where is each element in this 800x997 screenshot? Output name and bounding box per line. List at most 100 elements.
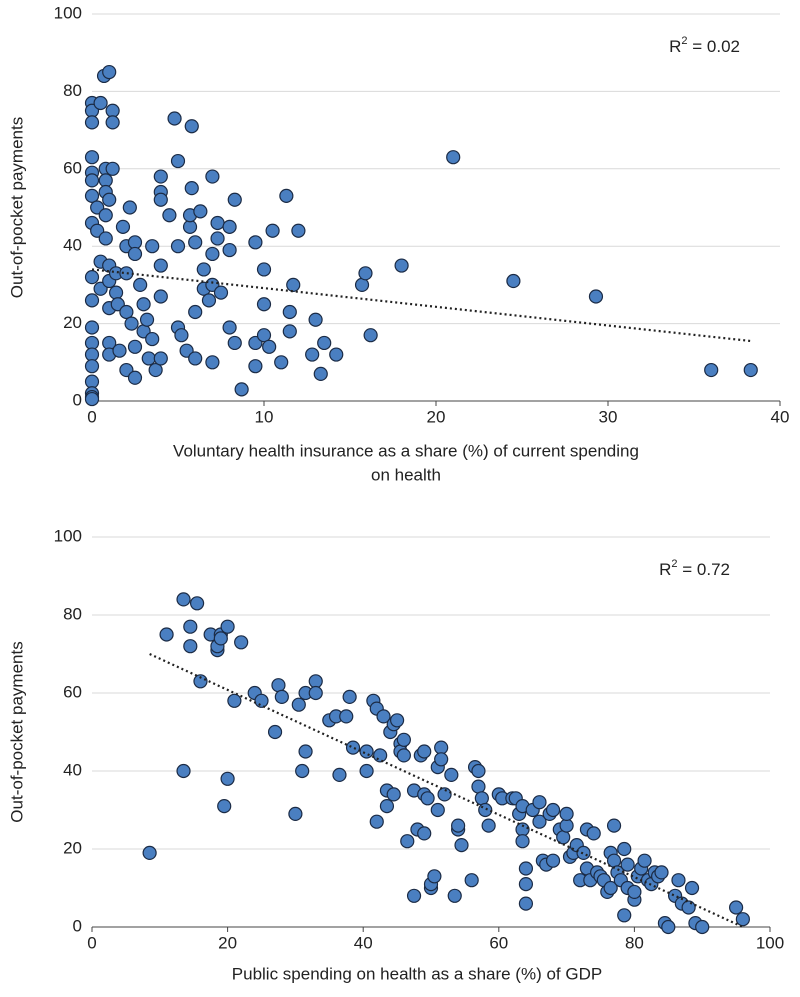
data-point: [313, 366, 328, 382]
data-point: [545, 853, 561, 868]
data-point: [420, 791, 435, 806]
data-point: [201, 293, 217, 308]
data-point: [84, 359, 100, 374]
data-point: [189, 596, 205, 611]
data-point: [102, 192, 117, 207]
data-point: [363, 328, 378, 343]
data-point: [576, 845, 591, 861]
data-point: [474, 791, 489, 806]
data-point: [267, 724, 283, 740]
data-point: [84, 188, 100, 203]
data-point: [481, 818, 496, 833]
data-point: [627, 884, 642, 900]
data-point: [451, 818, 466, 833]
data-point: [654, 865, 669, 880]
data-point: [427, 869, 442, 884]
data-point: [84, 293, 100, 308]
data-point: [444, 767, 459, 783]
data-point: [153, 258, 168, 273]
data-point: [518, 896, 534, 911]
data-point: [358, 266, 373, 281]
data-point: [159, 627, 174, 642]
data-point: [183, 619, 198, 634]
data-point: [234, 382, 249, 397]
data-point: [434, 752, 449, 767]
x-tick-label: 10: [255, 407, 274, 426]
data-point: [588, 289, 604, 304]
data-point: [271, 678, 286, 693]
data-point: [586, 826, 601, 841]
x-axis-label: Voluntary health insurance as a share (%…: [173, 441, 639, 460]
data-point: [188, 304, 203, 320]
data-point: [345, 740, 361, 755]
y-tick-label: 60: [63, 682, 82, 701]
data-point: [464, 873, 479, 888]
r-squared-sup: 2: [681, 35, 687, 47]
data-point: [400, 834, 415, 849]
data-point: [606, 818, 622, 833]
x-tick-label: 100: [756, 933, 784, 952]
data-point: [661, 919, 676, 935]
data-point: [142, 845, 157, 861]
data-point: [84, 115, 100, 130]
x-tick-label: 20: [427, 407, 446, 426]
data-point: [170, 239, 186, 254]
y-tick-label: 80: [63, 81, 82, 100]
data-point: [119, 304, 134, 320]
data-point: [248, 235, 263, 250]
trend-line: [91, 268, 751, 343]
data-point: [518, 861, 534, 876]
data-point: [437, 787, 452, 802]
r-squared: R2 = 0.72: [659, 558, 730, 580]
data-point: [234, 635, 249, 650]
y-axis-label: Out-of-pocket payments: [7, 641, 26, 822]
data-point: [394, 258, 409, 273]
data-point: [145, 239, 160, 254]
y-tick-label: 60: [63, 158, 82, 177]
trend-line: [149, 653, 744, 928]
x-tick-label: 0: [87, 933, 96, 952]
data-point: [369, 814, 384, 829]
data-point: [248, 359, 263, 374]
data-point: [193, 204, 208, 219]
data-point: [167, 111, 182, 126]
data-point: [291, 223, 306, 238]
data-point: [183, 639, 198, 654]
data-point: [671, 873, 686, 888]
data-point: [603, 880, 618, 896]
data-point: [559, 806, 574, 822]
data-point: [454, 837, 469, 853]
data-point: [227, 335, 242, 351]
data-point: [308, 312, 323, 327]
data-point: [170, 153, 186, 169]
data-point: [274, 355, 289, 370]
data-point: [162, 208, 177, 223]
data-point: [98, 231, 113, 246]
data-point: [174, 328, 189, 343]
data-point: [217, 798, 232, 814]
data-point: [446, 150, 461, 165]
data-point: [532, 795, 547, 810]
data-point: [329, 347, 344, 362]
data-point: [188, 351, 203, 366]
y-tick-label: 0: [73, 390, 82, 409]
data-point: [559, 818, 574, 833]
data-point: [359, 763, 374, 779]
data-point: [430, 802, 445, 818]
data-point: [205, 246, 220, 262]
data-point: [274, 689, 289, 705]
x-tick-label: 20: [218, 933, 237, 952]
data-point: [743, 362, 758, 378]
data-point: [213, 285, 229, 300]
data-point: [471, 763, 486, 779]
data-point: [282, 304, 297, 320]
data-point: [637, 853, 652, 868]
data-point: [471, 779, 486, 794]
data-point: [317, 335, 332, 351]
data-point: [84, 391, 100, 407]
y-tick-label: 0: [73, 916, 82, 935]
data-point: [98, 208, 113, 223]
data-point: [532, 814, 547, 829]
data-point: [220, 771, 235, 786]
data-point: [205, 355, 220, 370]
